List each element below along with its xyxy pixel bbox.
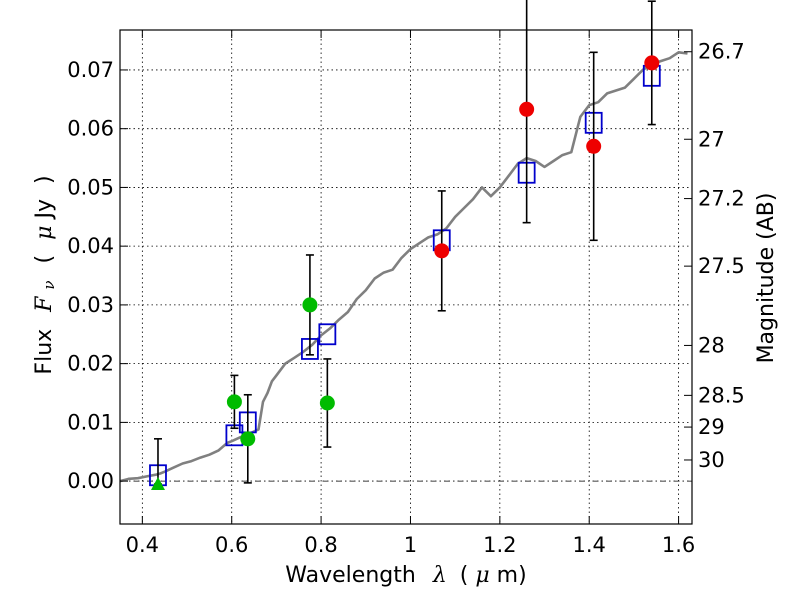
data-point-circle <box>644 55 660 71</box>
y-tick-label: 0.06 <box>67 117 114 141</box>
data-point-circle <box>586 138 602 154</box>
x-tick-label: 0.6 <box>215 533 248 557</box>
y-tick-label: 0.02 <box>67 352 114 376</box>
x-axis-label-unit-mu: μ <box>475 563 489 588</box>
series-upper-limit <box>150 438 165 491</box>
data-point-circle <box>302 297 318 313</box>
series-model-spectrum <box>119 50 688 483</box>
x-tick-label: 0.4 <box>126 533 159 557</box>
x-axis-label-unit-open: ( <box>460 563 469 588</box>
upper-limit-triangle <box>150 477 165 491</box>
y-tick-label: 0.00 <box>67 469 114 493</box>
y-tick-label: 0.05 <box>67 175 114 199</box>
x-tick-label: 1.2 <box>483 533 516 557</box>
y-axis-label-unit-mu: μ <box>32 226 57 240</box>
x-tick-label: 1 <box>404 533 417 557</box>
data-point-circle <box>226 394 242 410</box>
y-tick-label: 0.04 <box>67 234 114 258</box>
right-y-axis-label: Magnitude (AB) <box>754 193 779 364</box>
series-detections-near-ir- <box>434 0 660 312</box>
magnitude-tick-label: 28 <box>698 333 725 357</box>
model-spectrum-line <box>119 50 688 483</box>
magnitude-tick-label: 28.5 <box>698 383 745 407</box>
data-point-circle <box>319 395 335 411</box>
y-axis-label-prefix: Flux <box>32 329 57 375</box>
plot-frame <box>119 29 693 525</box>
y-axis-label-subscript: ν <box>40 280 58 289</box>
series <box>119 0 688 491</box>
y-axis-label-unit-rest: Jy <box>32 199 57 221</box>
plot-border <box>119 29 693 525</box>
data-point-circle <box>240 431 256 447</box>
y-tick-label: 0.07 <box>67 58 114 82</box>
y-axis-label-open: ( <box>32 255 57 264</box>
x-axis-label-symbol: λ <box>432 563 447 588</box>
magnitude-tick-label: 26.7 <box>698 40 745 64</box>
magnitude-tick-label: 29 <box>698 415 725 439</box>
y-axis-label-symbol: F <box>32 296 57 313</box>
x-tick-label: 1.4 <box>573 533 606 557</box>
data-point-circle <box>434 243 450 259</box>
x-tick-label: 0.8 <box>304 533 337 557</box>
data-point-circle <box>519 101 535 117</box>
magnitude-tick-label: 27 <box>698 127 725 151</box>
model-square-marker <box>318 323 337 346</box>
x-axis-label-unit-rest: m) <box>497 563 527 588</box>
x-tick-label: 1.6 <box>662 533 695 557</box>
x-axis-label: Wavelength λ ( μ m) <box>285 563 526 588</box>
y-axis-label: Flux F ν ( μ Jy ) <box>32 175 62 374</box>
grid <box>120 30 692 524</box>
y-tick-label: 0.03 <box>67 293 114 317</box>
magnitude-tick-label: 27.5 <box>698 254 745 278</box>
series-detections-optical- <box>226 254 335 484</box>
x-axis-label-prefix: Wavelength <box>285 563 416 588</box>
ticks: 0.4 0.6 0.8 1 1.2 1.4 1.6 0.00 0.01 0.02 0.03 0.04 0… <box>67 30 745 557</box>
y-tick-label: 0.01 <box>67 410 114 434</box>
y-axis-label-close: ) <box>32 175 57 184</box>
magnitude-tick-label: 27.2 <box>698 187 745 211</box>
magnitude-tick-label: 30 <box>698 448 725 472</box>
